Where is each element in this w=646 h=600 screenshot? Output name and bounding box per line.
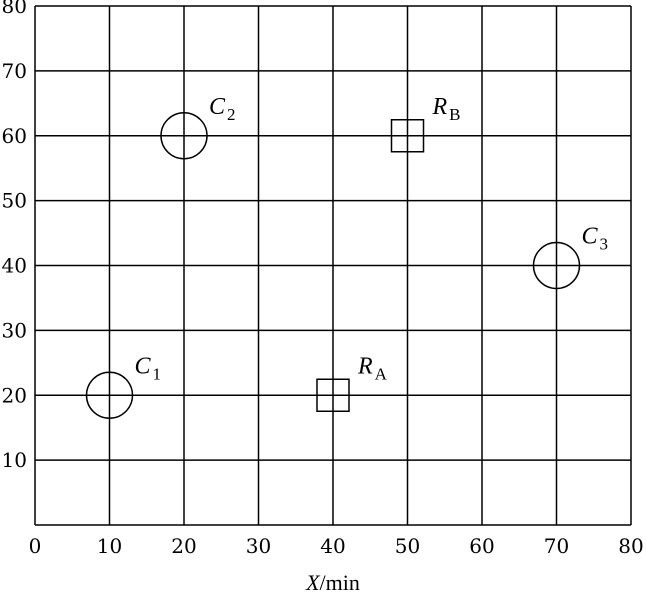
x-axis-variable: X (305, 570, 321, 595)
point-label-subscript: 2 (227, 105, 236, 124)
x-tick-label: 10 (97, 534, 122, 558)
y-tick-label: 20 (2, 383, 27, 407)
x-tick-label: 60 (469, 534, 494, 558)
data-points: C 1C 2C 3R AR B (85, 94, 609, 419)
point-c1-marker (85, 371, 134, 419)
x-axis-label: X/min (305, 570, 360, 595)
x-tick-label: 30 (246, 534, 271, 558)
point-label-subscript: A (375, 364, 388, 383)
point-label-subscript: 1 (153, 364, 162, 383)
y-tick-label: 70 (2, 59, 27, 83)
x-tick-label: 70 (544, 534, 569, 558)
y-tick-label: 60 (2, 124, 27, 148)
point-c3-marker (532, 241, 581, 290)
y-tick-label: 40 (2, 254, 27, 278)
point-c2-marker (160, 112, 208, 160)
point-label-main: C (209, 94, 226, 120)
y-tick-label: 80 (2, 0, 27, 18)
x-tick-label: 20 (171, 534, 196, 558)
y-tick-label: 10 (2, 448, 27, 472)
x-axis-unit: /min (320, 570, 360, 595)
x-tick-label: 50 (395, 534, 420, 558)
point-label-subscript: B (449, 105, 460, 124)
y-tick-label: 30 (2, 318, 27, 342)
x-tick-label: 0 (29, 534, 42, 558)
x-tick-label: 80 (618, 534, 643, 558)
point-label-main: R (357, 353, 373, 379)
point-label-main: C (582, 224, 599, 250)
point-label-main: C (135, 353, 152, 379)
point-label-subscript: 3 (600, 235, 609, 254)
point-ra-marker (316, 378, 350, 412)
point-rb-marker (390, 119, 425, 153)
y-tick-label: 50 (2, 189, 27, 213)
x-tick-label: 40 (320, 534, 345, 558)
grid (34, 5, 632, 526)
tick-labels: 0 10 20 30 40 50 60 70 80 10 20 30 40 50 60 70 80 (2, 0, 644, 558)
point-label-main: R (432, 94, 448, 120)
